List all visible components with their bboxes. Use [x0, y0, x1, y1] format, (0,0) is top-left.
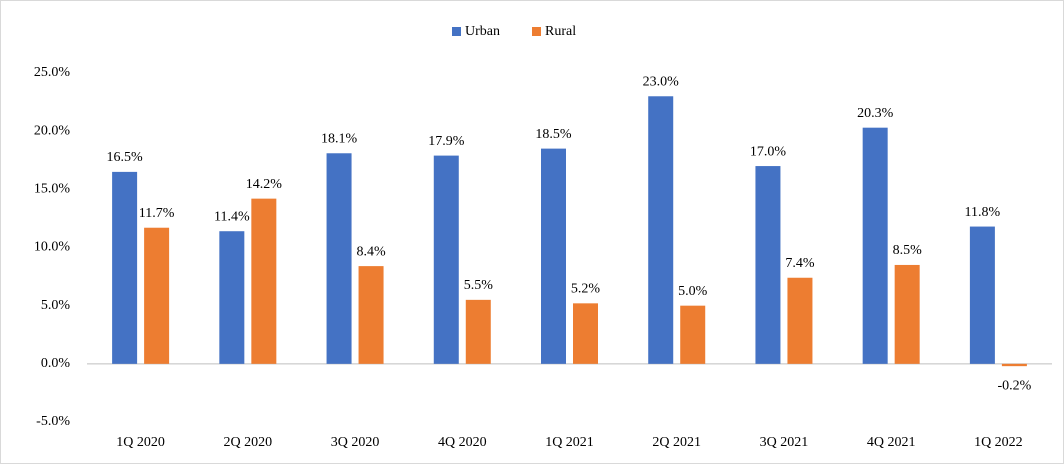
value-label: 20.3%: [857, 106, 894, 121]
value-label: 7.4%: [785, 256, 815, 271]
x-tick-label: 2Q 2020: [224, 435, 273, 450]
value-label: 8.5%: [893, 243, 923, 258]
legend-swatch: [452, 27, 461, 36]
x-tick-label: 1Q 2020: [116, 435, 165, 450]
value-label: -0.2%: [997, 378, 1031, 393]
y-tick-label: 0.0%: [41, 356, 71, 371]
x-tick-label: 4Q 2021: [867, 435, 916, 450]
value-label: 5.2%: [571, 282, 601, 297]
bar: [219, 231, 245, 364]
x-tick-label: 4Q 2020: [438, 435, 487, 450]
x-tick-label: 1Q 2021: [545, 435, 594, 450]
bar: [648, 96, 674, 364]
bar: [1001, 363, 1027, 367]
legend-label: Urban: [465, 24, 500, 39]
bar: [573, 303, 598, 364]
legend-label: Rural: [545, 24, 576, 39]
y-tick-label: 10.0%: [34, 240, 71, 255]
bar: [251, 198, 277, 364]
value-label: 18.1%: [321, 131, 358, 146]
legend-swatch: [532, 27, 541, 36]
bar: [862, 127, 888, 364]
bar: [112, 171, 138, 364]
bar: [433, 155, 459, 364]
x-tick-label: 1Q 2022: [974, 435, 1023, 450]
value-label: 14.2%: [246, 177, 283, 192]
y-tick-label: 15.0%: [34, 182, 71, 197]
y-tick-label: 25.0%: [34, 65, 71, 80]
value-label: 11.8%: [965, 205, 1001, 220]
bar: [541, 148, 566, 364]
x-tick-label: 3Q 2020: [331, 435, 380, 450]
value-label: 5.0%: [678, 284, 708, 299]
value-label: 5.5%: [464, 278, 494, 293]
bar: [755, 166, 781, 364]
value-label: 18.5%: [535, 127, 572, 142]
bar: [465, 299, 491, 364]
value-label: 8.4%: [356, 244, 386, 259]
bar: [969, 226, 995, 364]
y-tick-label: 5.0%: [41, 298, 71, 313]
value-label: 11.4%: [214, 209, 250, 224]
bar: [894, 264, 920, 364]
bar: [680, 305, 706, 364]
x-tick-label: 2Q 2021: [652, 435, 701, 450]
x-tick-label: 3Q 2021: [760, 435, 809, 450]
value-label: 11.7%: [139, 206, 175, 221]
y-tick-label: 20.0%: [34, 123, 71, 138]
bar: [326, 153, 352, 364]
value-label: 16.5%: [107, 150, 144, 165]
value-label: 17.9%: [428, 134, 465, 149]
bar: [787, 277, 813, 364]
bar: [144, 227, 170, 364]
value-label: 17.0%: [750, 144, 787, 159]
value-label: 23.0%: [643, 74, 680, 89]
bar: [358, 266, 384, 364]
y-tick-label: -5.0%: [36, 414, 70, 429]
